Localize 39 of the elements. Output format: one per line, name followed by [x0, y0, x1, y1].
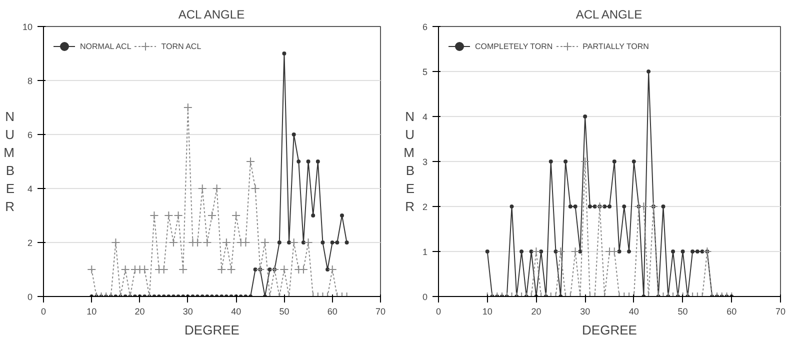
- x-tick-label: 30: [580, 306, 590, 316]
- x-tick-label: 50: [678, 306, 688, 316]
- y-tick-label: 4: [422, 112, 428, 122]
- y-tick-label: 0: [27, 292, 33, 302]
- x-tick-label: 40: [628, 306, 639, 316]
- y-tick-label: 1: [422, 247, 428, 257]
- x-tick-label: 0: [436, 306, 442, 316]
- y-axis-title: NUMBER: [404, 109, 415, 214]
- x-tick-label: 60: [327, 306, 338, 316]
- y-tick-label: 3: [422, 157, 428, 167]
- x-tick-label: 30: [182, 306, 193, 316]
- x-tick-label: 70: [775, 306, 786, 316]
- y-tick-label: 4: [27, 184, 33, 194]
- y-axis-title: NUMBER: [4, 109, 15, 214]
- x-tick-label: 50: [279, 306, 290, 316]
- y-tick-label: 2: [27, 238, 33, 248]
- x-tick-label: 20: [134, 306, 145, 316]
- x-axis-title: DEGREE: [582, 322, 638, 338]
- x-axis-title: DEGREE: [184, 322, 240, 338]
- y-tick-label: 2: [422, 202, 428, 212]
- x-tick-label: 10: [482, 306, 492, 316]
- y-tick-label: 5: [422, 67, 428, 77]
- y-tick-label: 6: [422, 22, 428, 32]
- y-tick-label: 0: [422, 292, 428, 302]
- legend-label: TORN ACL: [161, 42, 202, 50]
- chart-title: ACL ANGLE: [178, 8, 245, 22]
- chart-title: ACL ANGLE: [576, 8, 642, 22]
- x-tick-label: 10: [86, 306, 97, 316]
- x-tick-label: 20: [531, 306, 542, 316]
- x-tick-label: 60: [726, 306, 737, 316]
- x-tick-label: 0: [40, 306, 46, 316]
- legend-label: PARTIALLY TORN: [582, 42, 649, 50]
- x-tick-label: 40: [231, 306, 242, 316]
- legend-label: NORMAL ACL: [80, 42, 132, 50]
- y-tick-label: 10: [22, 22, 33, 32]
- x-tick-label: 70: [375, 306, 386, 316]
- legend-label: COMPLETELY TORN: [475, 42, 553, 50]
- y-tick-label: 8: [27, 76, 33, 86]
- y-tick-label: 6: [27, 130, 33, 140]
